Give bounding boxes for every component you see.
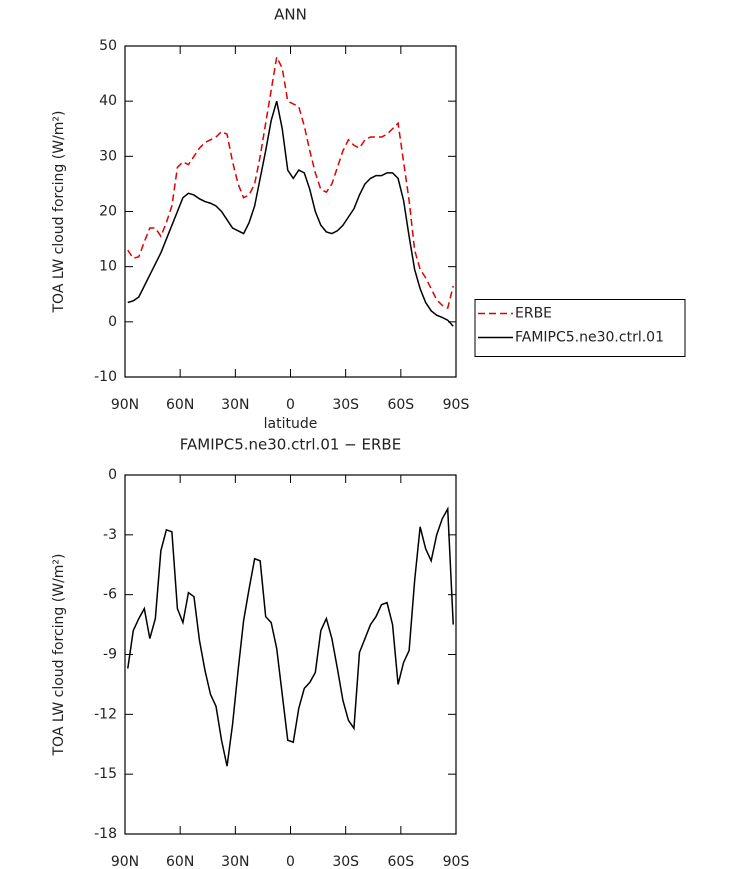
legend: ERBE FAMIPC5.ne30.ctrl.01 xyxy=(474,299,686,357)
y-tick-label: 0 xyxy=(108,314,117,330)
plot-frame xyxy=(124,474,457,835)
chart-title: FAMIPC5.ne30.ctrl.01 − ERBE xyxy=(180,436,401,454)
x-tick-label: 60N xyxy=(166,397,194,413)
x-tick-label: 90S xyxy=(443,397,470,413)
x-tick-label: 30N xyxy=(221,397,249,413)
x-tick-label: 30S xyxy=(332,397,359,413)
x-axis-label: latitude xyxy=(264,416,318,432)
y-tick-label: -10 xyxy=(94,369,117,385)
x-tick-label: 30N xyxy=(221,854,249,869)
legend-label: ERBE xyxy=(515,306,552,322)
chart-title: ANN xyxy=(274,6,307,24)
x-tick-label: 0 xyxy=(286,854,295,869)
y-tick-label: 20 xyxy=(99,204,117,220)
y-tick-label: -15 xyxy=(94,766,117,782)
data-line xyxy=(127,100,454,327)
y-tick-label: 30 xyxy=(99,148,117,164)
legend-label: FAMIPC5.ne30.ctrl.01 xyxy=(515,330,664,346)
x-tick-label: 60S xyxy=(387,397,414,413)
y-tick-label: -9 xyxy=(103,647,117,663)
x-tick-label: 60S xyxy=(387,854,414,869)
y-axis-label: TOA LW cloud forcing (W/m²) xyxy=(51,554,67,757)
y-tick-label: 0 xyxy=(108,467,117,483)
y-tick-label: 50 xyxy=(99,38,117,54)
x-tick-label: 60N xyxy=(166,854,194,869)
x-tick-label: 30S xyxy=(332,854,359,869)
x-tick-label: 0 xyxy=(286,397,295,413)
y-tick-label: -3 xyxy=(103,527,117,543)
legend-box xyxy=(474,299,686,357)
y-tick-label: 40 xyxy=(99,93,117,109)
plot-frame xyxy=(124,45,457,378)
x-tick-label: 90N xyxy=(111,854,139,869)
x-tick-label: 90S xyxy=(443,854,470,869)
y-tick-label: -12 xyxy=(94,706,117,722)
data-line xyxy=(127,506,454,767)
y-axis-label: TOA LW cloud forcing (W/m²) xyxy=(51,111,67,314)
y-tick-label: -18 xyxy=(94,826,117,842)
y-tick-label: 10 xyxy=(99,259,117,275)
x-tick-label: 90N xyxy=(111,397,139,413)
data-line xyxy=(127,54,454,310)
y-tick-label: -6 xyxy=(103,587,117,603)
